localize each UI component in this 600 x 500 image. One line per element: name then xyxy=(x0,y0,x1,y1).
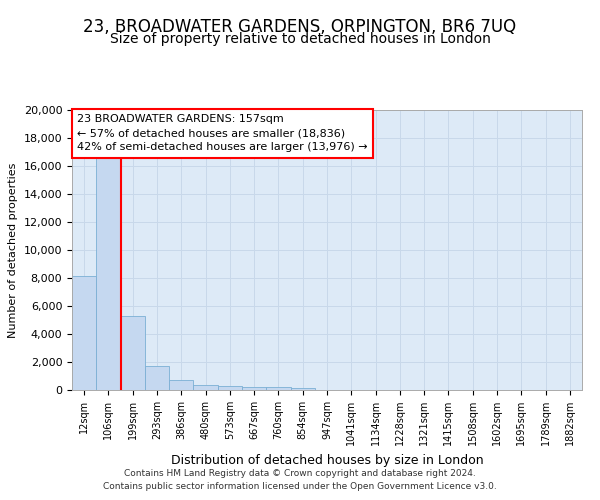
Bar xyxy=(169,380,193,390)
Text: Contains HM Land Registry data © Crown copyright and database right 2024.: Contains HM Land Registry data © Crown c… xyxy=(124,468,476,477)
Bar xyxy=(242,387,266,390)
Text: Contains public sector information licensed under the Open Government Licence v3: Contains public sector information licen… xyxy=(103,482,497,491)
Bar xyxy=(218,386,242,390)
Bar xyxy=(193,384,218,390)
Text: 23, BROADWATER GARDENS, ORPINGTON, BR6 7UQ: 23, BROADWATER GARDENS, ORPINGTON, BR6 7… xyxy=(83,18,517,36)
Bar xyxy=(121,316,145,390)
Text: 23 BROADWATER GARDENS: 157sqm
← 57% of detached houses are smaller (18,836)
42% : 23 BROADWATER GARDENS: 157sqm ← 57% of d… xyxy=(77,114,368,152)
Bar xyxy=(145,366,169,390)
Bar xyxy=(290,388,315,390)
X-axis label: Distribution of detached houses by size in London: Distribution of detached houses by size … xyxy=(170,454,484,466)
Bar xyxy=(96,157,121,390)
Y-axis label: Number of detached properties: Number of detached properties xyxy=(8,162,18,338)
Bar xyxy=(72,276,96,390)
Bar xyxy=(266,387,290,390)
Text: Size of property relative to detached houses in London: Size of property relative to detached ho… xyxy=(110,32,490,46)
